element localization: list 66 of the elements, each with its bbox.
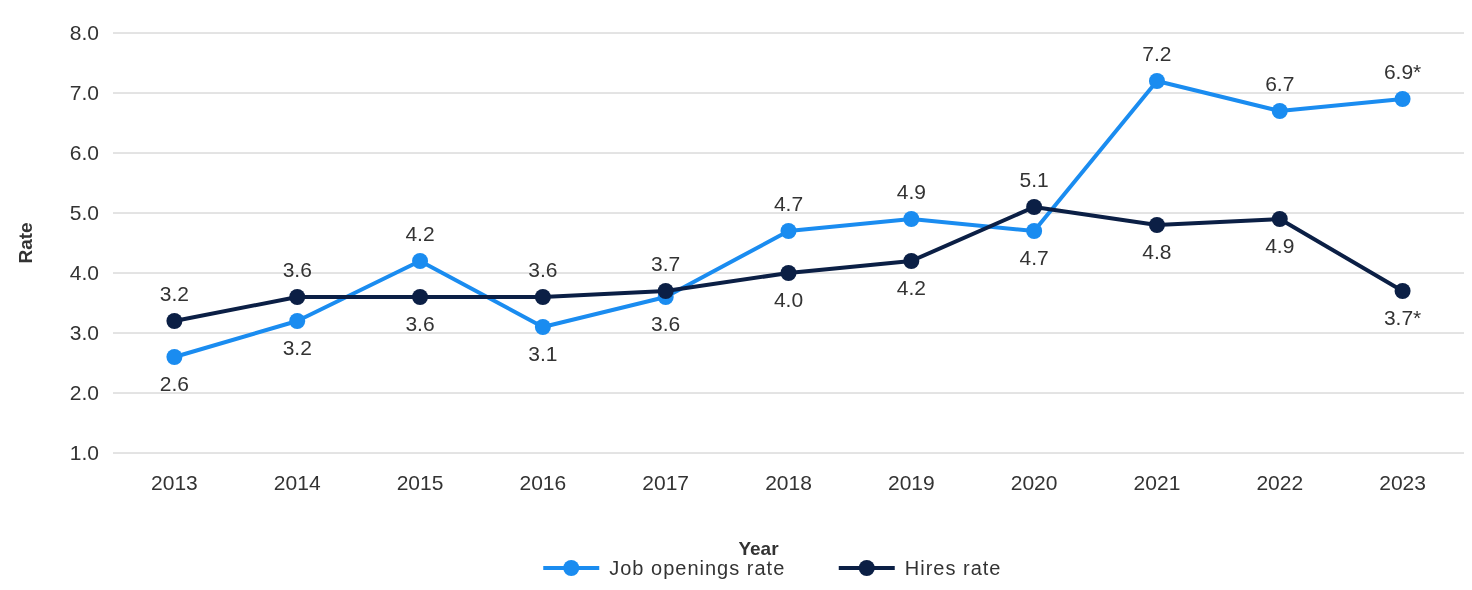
data-label: 5.1: [1019, 168, 1049, 191]
x-tick-label: 2014: [273, 471, 321, 494]
point: [1026, 223, 1043, 239]
x-tick-label: 2015: [396, 471, 444, 494]
y-tick-label: 5.0: [69, 201, 99, 225]
data-label: 3.7: [651, 252, 681, 275]
x-tick-label: 2017: [642, 471, 690, 494]
data-label: 2.6: [159, 372, 190, 395]
point: [903, 253, 920, 269]
data-label: 4.0: [773, 288, 804, 311]
y-tick-label: 8.0: [69, 21, 99, 45]
legend-label: Hires rate: [904, 557, 1002, 579]
data-label: 3.6: [651, 312, 681, 335]
data-label: 4.9: [1265, 234, 1295, 257]
point: [1026, 199, 1043, 215]
point: [1394, 91, 1411, 107]
y-tick-label: 6.0: [69, 141, 99, 165]
data-label: 4.8: [1142, 240, 1172, 263]
data-label: 3.2: [159, 282, 190, 305]
point: [534, 289, 551, 305]
y-axis-title: Rate: [15, 222, 36, 264]
data-label: 4.2: [896, 276, 926, 299]
data-label: 7.2: [1142, 42, 1172, 65]
x-tick-label: 2020: [1010, 471, 1058, 494]
point: [289, 313, 306, 329]
y-tick-label: 7.0: [69, 81, 99, 105]
data-label: 3.7*: [1383, 306, 1422, 329]
point: [657, 283, 674, 299]
data-label: 4.9: [896, 180, 926, 203]
legend-label: Job openings rate: [609, 557, 786, 579]
data-label: 6.9*: [1383, 60, 1422, 83]
x-axis-title: Year: [738, 538, 780, 559]
data-label: 4.2: [405, 222, 435, 245]
x-tick-label: 2013: [151, 471, 198, 494]
point: [289, 289, 306, 305]
point: [780, 265, 797, 281]
data-label: 3.6: [528, 258, 558, 281]
point: [166, 313, 183, 329]
x-tick-label: 2022: [1256, 471, 1304, 494]
point: [1271, 211, 1288, 227]
data-label: 3.6: [405, 312, 435, 335]
point: [780, 223, 797, 239]
y-tick-label: 1.0: [69, 441, 99, 465]
point: [166, 349, 183, 365]
x-tick-label: 2018: [765, 471, 812, 494]
data-label: 6.7: [1265, 72, 1295, 95]
data-label: 4.7: [773, 192, 804, 215]
data-label: 3.6: [282, 258, 312, 281]
x-tick-label: 2016: [519, 471, 567, 494]
point: [1148, 217, 1165, 233]
point: [412, 289, 429, 305]
y-tick-label: 2.0: [69, 381, 99, 405]
x-tick-label: 2023: [1379, 471, 1426, 494]
x-tick-label: 2021: [1133, 471, 1181, 494]
data-label: 3.1: [528, 342, 558, 365]
data-label: 4.7: [1019, 246, 1049, 269]
point: [534, 319, 551, 335]
point: [412, 253, 429, 269]
point: [1148, 73, 1165, 89]
point: [1271, 103, 1288, 119]
data-label: 3.2: [282, 336, 312, 359]
y-tick-label: 3.0: [69, 321, 99, 345]
point: [1394, 283, 1411, 299]
point: [903, 211, 920, 227]
x-tick-label: 2019: [887, 471, 935, 494]
y-tick-label: 4.0: [69, 261, 99, 285]
